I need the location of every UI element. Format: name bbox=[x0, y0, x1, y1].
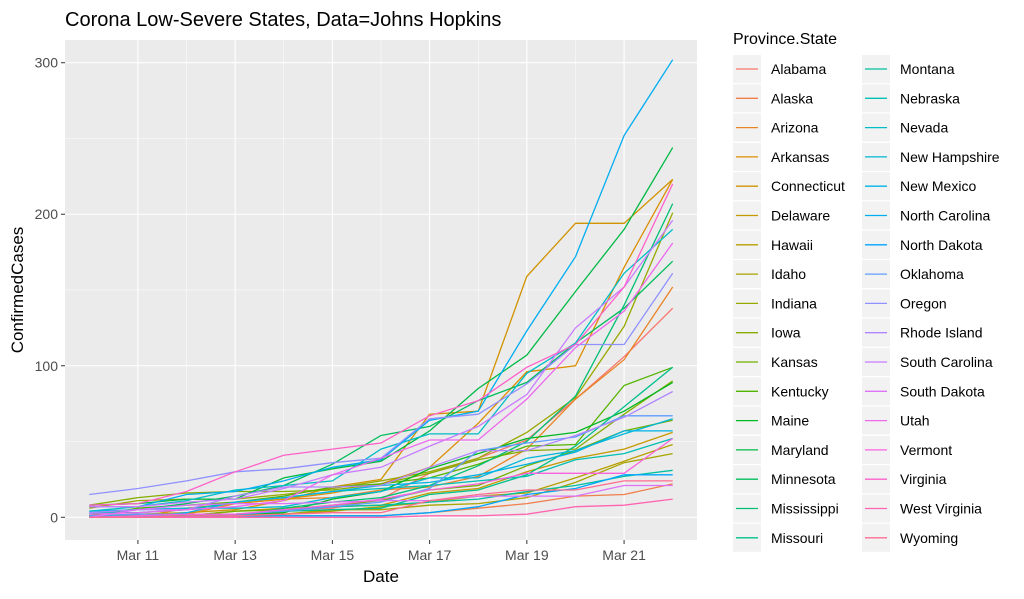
legend-label: West Virginia bbox=[900, 501, 982, 517]
x-tick-label: Mar 17 bbox=[408, 547, 452, 563]
series-line-vermont bbox=[89, 437, 674, 518]
x-tick-label: Mar 21 bbox=[602, 547, 646, 563]
legend-label: Oregon bbox=[900, 295, 947, 311]
legend-item: Arizona bbox=[733, 113, 819, 142]
series-line-south-dakota bbox=[89, 484, 673, 518]
legend-label: Idaho bbox=[771, 266, 806, 282]
legend-label: Rhode Island bbox=[900, 325, 983, 341]
legend-label: Alaska bbox=[771, 90, 813, 106]
legend-label: Maryland bbox=[771, 442, 829, 458]
legend-item: West Virginia bbox=[862, 494, 982, 523]
chart-title: Corona Low-Severe States, Data=Johns Hop… bbox=[65, 9, 501, 31]
series-line-maryland bbox=[89, 147, 674, 506]
legend-label: Utah bbox=[900, 413, 930, 429]
legend-item: North Dakota bbox=[862, 230, 983, 259]
series-line-nevada bbox=[89, 228, 674, 512]
legend-item: Alabama bbox=[733, 55, 826, 83]
legend-label: Nebraska bbox=[900, 90, 960, 106]
legend-item: Delaware bbox=[733, 201, 830, 230]
legend-item: Wyoming bbox=[862, 523, 958, 552]
series-line-north-carolina bbox=[89, 59, 674, 508]
legend-item: North Carolina bbox=[862, 201, 990, 230]
y-tick-label: 0 bbox=[50, 509, 58, 525]
legend-label: Missouri bbox=[771, 530, 823, 546]
legend-label: Montana bbox=[900, 61, 955, 77]
legend-label: South Carolina bbox=[900, 354, 993, 370]
legend-label: South Dakota bbox=[900, 383, 985, 399]
series-line-wyoming bbox=[89, 480, 673, 518]
legend-label: Mississippi bbox=[771, 501, 839, 517]
grid-minor bbox=[65, 40, 697, 540]
series-line-utah bbox=[89, 242, 674, 515]
legend-item: Montana bbox=[862, 55, 955, 83]
x-axis-title: Date bbox=[363, 567, 399, 586]
legend-label: North Dakota bbox=[900, 237, 983, 253]
legend-item: Mississippi bbox=[733, 494, 839, 523]
legend-label: Kansas bbox=[771, 354, 818, 370]
legend-item: Oregon bbox=[862, 289, 947, 318]
legend-label: Iowa bbox=[771, 325, 801, 341]
legend-label: Virginia bbox=[900, 471, 947, 487]
legend-item: Iowa bbox=[733, 318, 801, 347]
legend-item: Idaho bbox=[733, 260, 806, 289]
legend-item: South Carolina bbox=[862, 348, 993, 376]
series-line-south-carolina bbox=[89, 219, 674, 508]
y-tick-label: 100 bbox=[35, 358, 59, 374]
legend-label: Kentucky bbox=[771, 383, 829, 399]
legend-label: Hawaii bbox=[771, 237, 813, 253]
legend-item: Minnesota bbox=[733, 465, 836, 494]
series-line-virginia bbox=[89, 183, 674, 506]
legend-item: Rhode Island bbox=[862, 318, 983, 347]
legend-label: Vermont bbox=[900, 442, 952, 458]
legend-item: Oklahoma bbox=[862, 260, 964, 289]
legend-item: Virginia bbox=[862, 465, 947, 494]
legend-item: Nebraska bbox=[862, 84, 960, 113]
legend-item: South Dakota bbox=[862, 377, 985, 406]
legend-label: Arizona bbox=[771, 120, 819, 136]
x-tick-label: Mar 13 bbox=[213, 547, 257, 563]
legend-item: Nevada bbox=[862, 113, 948, 142]
legend-label: New Hampshire bbox=[900, 149, 1000, 165]
legend-label: New Mexico bbox=[900, 178, 976, 194]
legend-item: Missouri bbox=[733, 523, 823, 552]
legend-label: Delaware bbox=[771, 208, 830, 224]
legend-label: Wyoming bbox=[900, 530, 958, 546]
y-axis-title: ConfirmedCases bbox=[8, 227, 27, 354]
legend-item: Vermont bbox=[862, 435, 952, 464]
legend-label: North Carolina bbox=[900, 208, 990, 224]
legend: Province.State Alabama Alaska Arizona Arkan… bbox=[733, 31, 1000, 552]
legend-label: Maine bbox=[771, 413, 809, 429]
series-line-west-virginia bbox=[89, 498, 673, 518]
legend-item: Arkansas bbox=[733, 142, 829, 171]
legend-label: Alabama bbox=[771, 61, 826, 77]
legend-title: Province.State bbox=[733, 31, 837, 48]
series-layer bbox=[89, 59, 674, 518]
legend-item: Kentucky bbox=[733, 377, 829, 406]
legend-label: Oklahoma bbox=[900, 266, 964, 282]
x-tick-label: Mar 11 bbox=[117, 547, 160, 563]
x-tick-label: Mar 19 bbox=[505, 547, 549, 563]
series-line-new-hampshire bbox=[89, 418, 673, 512]
legend-item: Hawaii bbox=[733, 230, 813, 259]
y-tick-label: 200 bbox=[35, 206, 59, 222]
legend-item: New Mexico bbox=[862, 172, 976, 201]
legend-item: Alaska bbox=[733, 84, 813, 113]
legend-item: Indiana bbox=[733, 289, 817, 318]
legend-label: Arkansas bbox=[771, 149, 829, 165]
legend-item: Maine bbox=[733, 406, 809, 435]
legend-item: Utah bbox=[862, 406, 930, 435]
legend-item: Connecticut bbox=[733, 172, 845, 201]
legend-item: New Hampshire bbox=[862, 142, 1000, 171]
legend-label: Nevada bbox=[900, 120, 948, 136]
x-axis: Mar 11 Mar 13 Mar 15 Mar 17 Mar 19 Mar 21 bbox=[117, 540, 646, 563]
legend-item: Maryland bbox=[733, 435, 829, 464]
y-axis: 0 100 200 300 bbox=[35, 55, 65, 525]
legend-item: Kansas bbox=[733, 348, 818, 376]
y-tick-label: 300 bbox=[35, 55, 59, 71]
legend-label: Connecticut bbox=[771, 178, 845, 194]
legend-label: Indiana bbox=[771, 295, 817, 311]
legend-label: Minnesota bbox=[771, 471, 836, 487]
x-tick-label: Mar 15 bbox=[311, 547, 355, 563]
